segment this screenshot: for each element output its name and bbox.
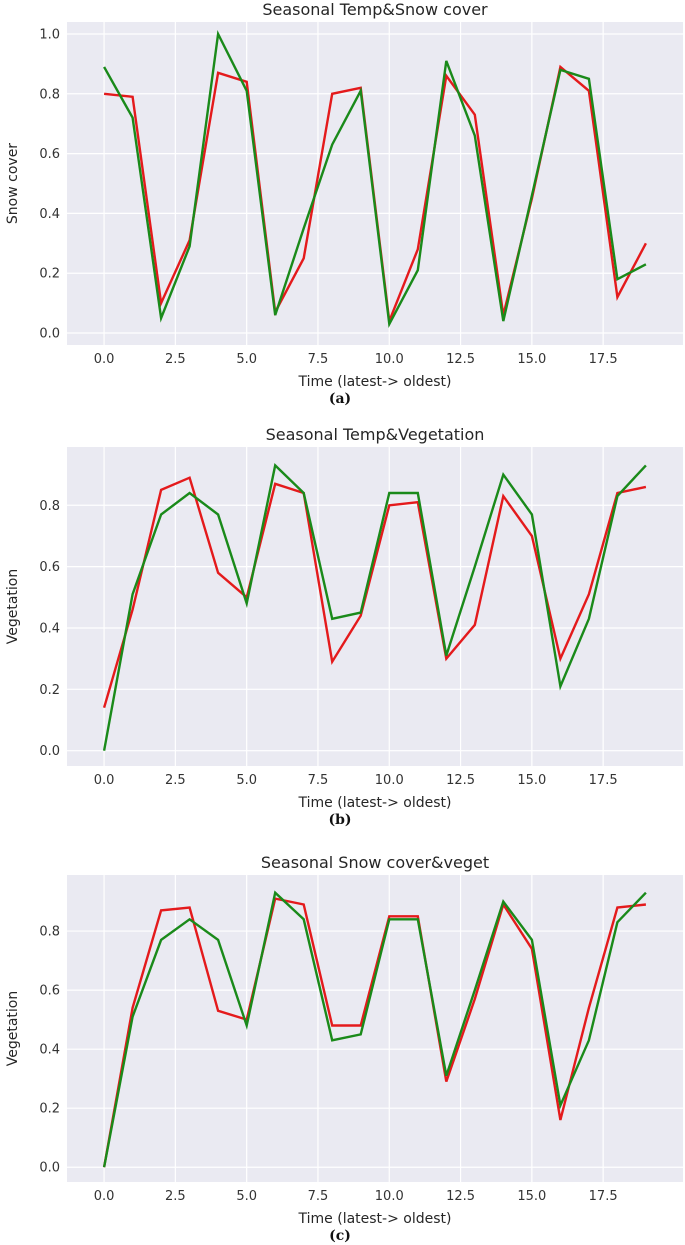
x-tick-label: 10.0 [375,1189,404,1204]
series-line-green [102,890,647,1168]
plot-area [67,875,683,1182]
x-tick-label: 10.0 [375,773,404,788]
x-tick-label: 12.5 [446,1189,475,1204]
x-tick-label: 5.0 [236,352,257,367]
x-tick-label: 2.5 [165,773,186,788]
y-tick-label: 0.0 [39,744,60,759]
x-tick-label: 7.5 [308,1189,329,1204]
y-axis-label: Vegetation [5,569,21,645]
panel-caption: (c) [329,1228,351,1244]
series-line-green [103,29,647,329]
y-tick-label: 0.2 [39,1102,60,1117]
x-axis-label: Time (latest-> oldest) [298,795,452,811]
x-tick-label: 10.0 [375,352,404,367]
y-axis-label: Snow cover [5,143,21,224]
x-tick-label: 0.0 [94,1189,115,1204]
x-tick-label: 15.0 [517,773,546,788]
x-axis-label: Time (latest-> oldest) [298,1211,452,1227]
y-tick-label: 1.0 [39,27,60,42]
x-tick-label: 12.5 [446,352,475,367]
y-tick-label: 0.0 [39,1161,60,1176]
y-tick-label: 0.6 [39,984,60,999]
y-tick-label: 0.8 [39,87,60,102]
y-tick-label: 0.4 [39,1043,60,1058]
y-tick-label: 0.2 [39,683,60,698]
series-line-red [102,476,647,709]
x-tick-label: 12.5 [446,773,475,788]
x-tick-label: 0.0 [94,352,115,367]
x-tick-label: 2.5 [165,352,186,367]
chart-title: Seasonal Temp&Snow cover [262,0,488,19]
x-axis-label: Time (latest-> oldest) [298,374,452,390]
plot-area [67,447,683,766]
y-tick-label: 0.8 [39,925,60,940]
series-line-green [102,463,647,751]
x-tick-label: 7.5 [308,352,329,367]
y-tick-label: 0.4 [39,621,60,636]
x-tick-label: 5.0 [236,773,257,788]
x-tick-label: 15.0 [517,1189,546,1204]
x-tick-label: 17.5 [589,1189,618,1204]
x-tick-label: 17.5 [589,773,618,788]
chart-3: Seasonal Snow cover&veget 0.0 2.5 5.0 7.5 10.… [5,853,683,1244]
panel-caption: (b) [328,812,351,828]
y-tick-label: 0.6 [39,560,60,575]
chart-title: Seasonal Snow cover&veget [261,853,489,872]
y-axis-label: Vegetation [5,991,21,1067]
chart-title: Seasonal Temp&Vegetation [266,425,485,444]
series-line-red [102,897,647,1168]
chart-2: Seasonal Temp&Vegetation 0.0 2.5 5.0 7.5 10.0… [5,425,683,828]
y-tick-label: 0.8 [39,499,60,514]
x-tick-label: 7.5 [308,773,329,788]
x-tick-label: 17.5 [589,352,618,367]
y-tick-label: 0.0 [39,327,60,342]
chart-1: Seasonal Temp&Snow cover 0.0 2.5 5.0 7.5 10.0… [5,0,683,407]
panel-caption: (a) [329,391,351,407]
y-tick-label: 0.4 [39,207,60,222]
x-tick-label: 15.0 [517,352,546,367]
y-tick-label: 0.2 [39,267,60,282]
x-tick-label: 2.5 [165,1189,186,1204]
y-tick-label: 0.6 [39,147,60,162]
x-tick-label: 0.0 [94,773,115,788]
x-tick-label: 5.0 [236,1189,257,1204]
